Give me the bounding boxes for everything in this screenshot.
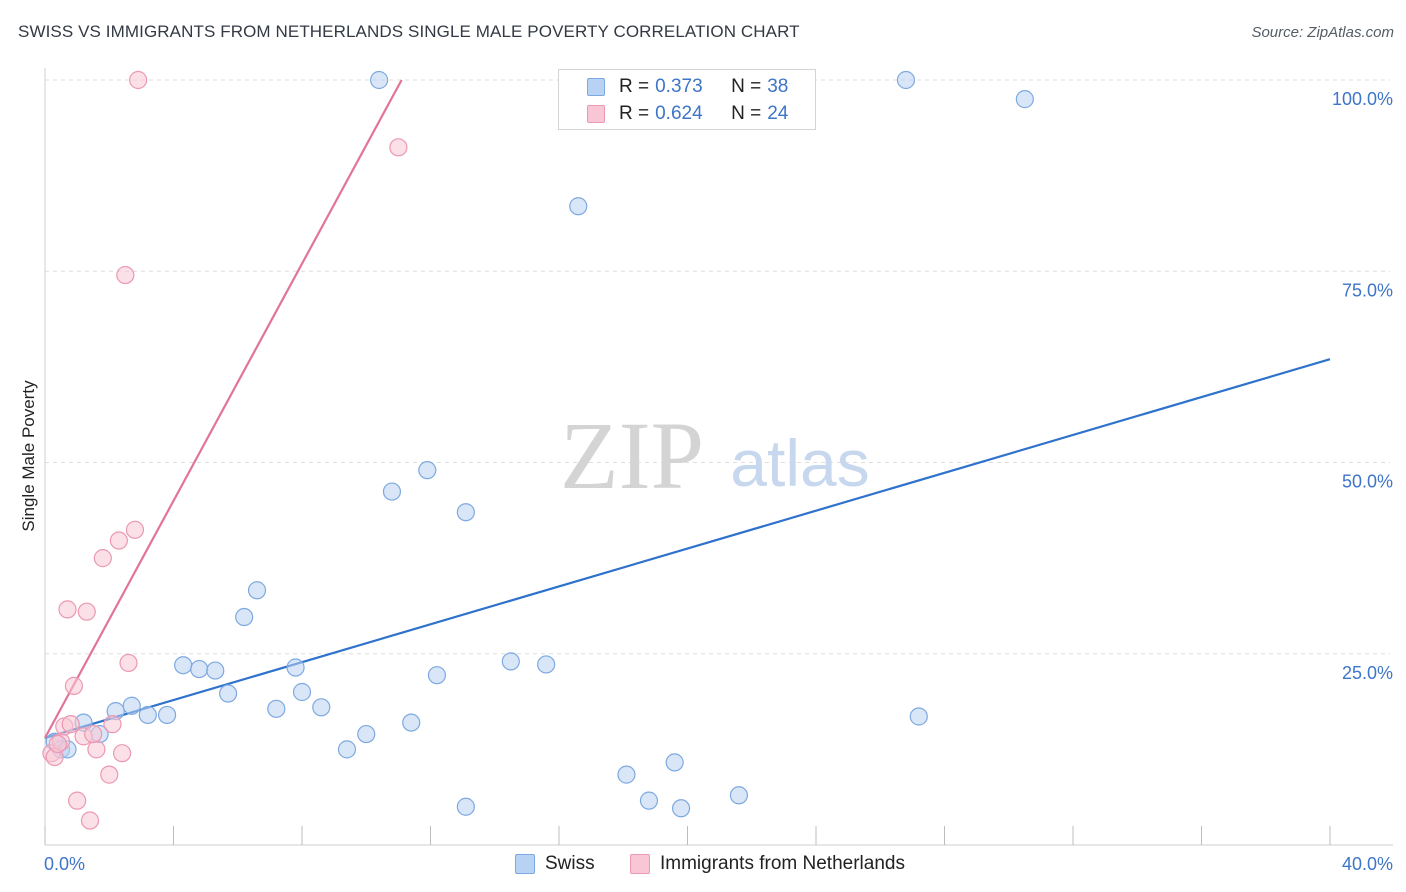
x-tick-label: 0.0% bbox=[44, 854, 85, 874]
swiss-point bbox=[402, 713, 421, 732]
swiss-legend-label: Swiss bbox=[545, 853, 595, 874]
swiss-point bbox=[286, 658, 305, 677]
neth-trend-line bbox=[44, 79, 403, 739]
swiss-point bbox=[617, 765, 636, 784]
swiss-swatch bbox=[587, 78, 605, 96]
axes bbox=[44, 68, 1393, 846]
swiss-point bbox=[190, 659, 209, 679]
data-points bbox=[42, 70, 1034, 830]
correlation-legend: R = 0.373 N = 38 R = 0.624 N = 24 bbox=[558, 69, 816, 130]
neth-point bbox=[103, 715, 122, 734]
r-value: 0.373 bbox=[655, 76, 703, 97]
neth-point bbox=[125, 520, 145, 539]
swiss-point bbox=[174, 656, 193, 675]
swiss-point bbox=[247, 581, 267, 600]
swiss-point bbox=[671, 799, 691, 818]
swiss-point bbox=[267, 699, 286, 718]
y-tick-label: 75.0% bbox=[1342, 280, 1393, 300]
neth-point bbox=[80, 811, 100, 830]
swiss-legend-swatch bbox=[515, 854, 535, 874]
legend-item-swiss[interactable]: Swiss bbox=[515, 852, 595, 876]
neth-point bbox=[93, 549, 112, 568]
neth-point bbox=[100, 765, 119, 784]
n-value: 38 bbox=[767, 76, 789, 97]
r-value: 0.624 bbox=[655, 103, 703, 124]
n-label: N = bbox=[731, 103, 762, 124]
neth-point bbox=[87, 740, 106, 759]
n-value: 24 bbox=[767, 103, 789, 124]
r-label: R = bbox=[619, 76, 650, 97]
swiss-point bbox=[729, 786, 749, 805]
legend-row-swiss: R = 0.373 N = 38 bbox=[587, 74, 788, 100]
swiss-point bbox=[639, 791, 659, 810]
swiss-point bbox=[122, 696, 141, 715]
neth-point bbox=[64, 676, 84, 695]
neth-point bbox=[77, 602, 96, 621]
neth-point bbox=[129, 70, 148, 90]
neth-point bbox=[48, 734, 67, 754]
grid-lines bbox=[45, 79, 1390, 655]
trend-lines bbox=[44, 79, 1331, 739]
watermark-zip: ZIP bbox=[560, 402, 704, 509]
neth-point bbox=[112, 744, 132, 763]
swiss-point bbox=[909, 707, 928, 726]
watermark-atlas: atlas bbox=[730, 426, 869, 500]
swiss-point bbox=[235, 607, 254, 627]
swiss-point bbox=[312, 698, 331, 717]
legend-item-neth[interactable]: Immigrants from Netherlands bbox=[630, 852, 905, 876]
neth-legend-label: Immigrants from Netherlands bbox=[660, 853, 905, 874]
neth-point bbox=[58, 600, 77, 619]
swiss-point bbox=[896, 70, 916, 90]
swiss-point bbox=[665, 753, 684, 772]
swiss-point bbox=[138, 705, 157, 725]
neth-legend-swatch bbox=[630, 854, 650, 874]
r-label: R = bbox=[619, 103, 650, 124]
swiss-point bbox=[337, 740, 357, 759]
swiss-point bbox=[157, 705, 177, 725]
neth-point bbox=[389, 138, 408, 157]
tick-labels: 25.0% 50.0% 75.0% 100.0% 0.0% 40.0% bbox=[44, 89, 1393, 874]
swiss-point bbox=[418, 461, 437, 480]
neth-point bbox=[61, 715, 80, 734]
swiss-point bbox=[1015, 90, 1034, 109]
neth-point bbox=[119, 653, 138, 673]
neth-point bbox=[116, 265, 135, 285]
y-axis-label: Single Male Poverty bbox=[19, 380, 38, 532]
watermark: ZIP atlas bbox=[560, 402, 870, 509]
legend-row-neth: R = 0.624 N = 24 bbox=[587, 101, 788, 127]
y-tick-label: 25.0% bbox=[1342, 663, 1393, 683]
swiss-point bbox=[456, 503, 475, 522]
neth-point bbox=[68, 791, 87, 810]
neth-point bbox=[84, 724, 103, 744]
swiss-point bbox=[219, 684, 238, 703]
swiss-point bbox=[370, 70, 389, 90]
swiss-point bbox=[382, 482, 402, 501]
n-label: N = bbox=[731, 76, 762, 97]
neth-point bbox=[109, 531, 128, 550]
neth-swatch bbox=[587, 105, 605, 123]
y-tick-label: 100.0% bbox=[1332, 89, 1393, 109]
swiss-point bbox=[357, 724, 376, 744]
source-label: Source: ZipAtlas.com bbox=[1251, 24, 1394, 41]
swiss-point bbox=[537, 655, 556, 674]
swiss-trend-line bbox=[44, 358, 1331, 739]
swiss-point bbox=[501, 652, 520, 671]
y-tick-label: 50.0% bbox=[1342, 472, 1393, 492]
swiss-point bbox=[206, 661, 225, 680]
swiss-point bbox=[292, 682, 312, 702]
swiss-point bbox=[569, 197, 588, 216]
x-tick-label: 40.0% bbox=[1342, 854, 1393, 874]
chart-title: SWISS VS IMMIGRANTS FROM NETHERLANDS SIN… bbox=[18, 22, 800, 41]
swiss-point bbox=[456, 797, 475, 816]
swiss-point bbox=[427, 666, 447, 685]
